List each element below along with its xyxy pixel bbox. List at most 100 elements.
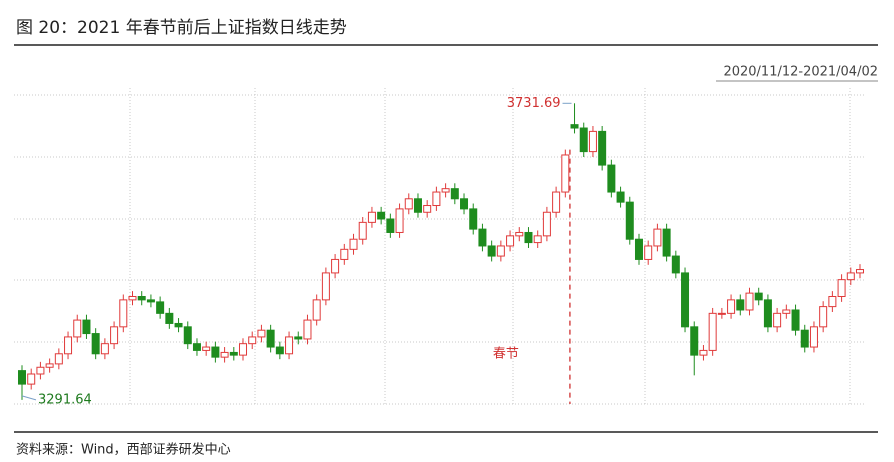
candle-body [91,333,100,355]
candle-body [312,299,321,321]
candle-body [856,269,864,274]
candle-body [64,336,73,355]
candle-body [598,130,607,166]
candle-body [202,346,211,351]
candle-body [763,299,772,328]
candle-body [800,329,809,348]
candle-body [156,301,165,314]
candle-body [717,312,726,315]
candle-body [653,228,662,247]
candle-body [358,221,367,240]
candle-body [395,208,404,233]
candle-body [681,272,690,328]
candle-body [82,319,91,335]
candle-body [699,349,708,356]
candle-body [174,322,183,328]
candle-body [579,127,588,153]
candle-body [432,191,441,207]
candle-body [644,245,653,260]
candle-body [625,201,634,240]
chart-title: 图 20：2021 年春节前后上证指数日线走势 [16,18,347,38]
candle-body [754,292,763,301]
candle-body [367,211,376,223]
candle-body [119,299,128,328]
candle-body [110,326,119,345]
candle-body [727,299,736,314]
candle-body [708,312,717,351]
candle-body [27,373,36,385]
candle-body [183,326,192,345]
candle-body [285,336,294,355]
candle-body [275,346,284,355]
candle-body [220,351,229,358]
annotation-arrow [21,395,37,401]
candle-body [570,124,579,129]
candle-body [588,130,597,153]
holiday-label: 春节 [493,347,519,362]
date-range: 2020/11/12-2021/04/02 [723,65,878,80]
candle-body [460,198,469,210]
candle-body [386,218,395,233]
candle-body [496,245,505,257]
candle-body [450,188,459,200]
candle-body [506,235,515,247]
candle-body [377,211,386,220]
high-label: 3731.69 [507,96,561,111]
candle-body [690,326,699,356]
candle-body [128,296,137,301]
candle-body [45,363,54,368]
low-label: 3291.64 [38,392,92,407]
candle-body [294,336,303,340]
candle-body [773,312,782,328]
candle-body [552,191,561,213]
candle-body [137,296,146,301]
candle-body [248,336,257,345]
candle-body [404,198,413,210]
candle-body [192,343,201,351]
candle-body [634,238,643,260]
candle-body [487,245,496,257]
candle-body [533,235,542,244]
candle-body [413,198,422,213]
candle-body [229,351,238,356]
candle-body [321,272,330,301]
source-note: 资料来源：Wind，西部证券研发中心 [16,442,231,458]
candle-body [36,366,45,375]
candle-body [736,299,745,311]
candle-body [165,312,174,324]
candle-body [846,272,855,281]
candle-body [782,309,791,314]
candle-body [478,228,487,247]
candle-body [100,343,109,355]
candle-body [607,164,616,193]
candle-body [515,231,524,237]
candle-body [331,258,340,274]
candle-body [441,188,450,193]
grid [14,88,866,406]
candle-body [819,306,828,328]
candle-body [211,346,220,358]
candle-body [54,353,63,365]
candle-body [73,319,82,338]
candle-body [257,329,266,338]
candle-body [662,228,671,257]
candle-body [349,238,358,250]
candle-body [524,231,533,244]
candle-body [469,208,478,230]
candle-body [791,309,800,331]
candle-body [828,296,837,308]
candle-body [837,279,846,297]
candle-body [18,370,26,385]
candle-body [239,343,248,356]
candle-body [745,292,754,311]
candle-body [340,248,349,260]
candle-body [616,191,625,203]
candle-body [423,205,432,213]
candle-body [146,299,155,303]
candle-body [542,211,551,237]
candle-body [809,326,818,348]
candle-body [266,329,275,348]
candle-body [561,154,570,193]
candle-body [671,255,680,274]
